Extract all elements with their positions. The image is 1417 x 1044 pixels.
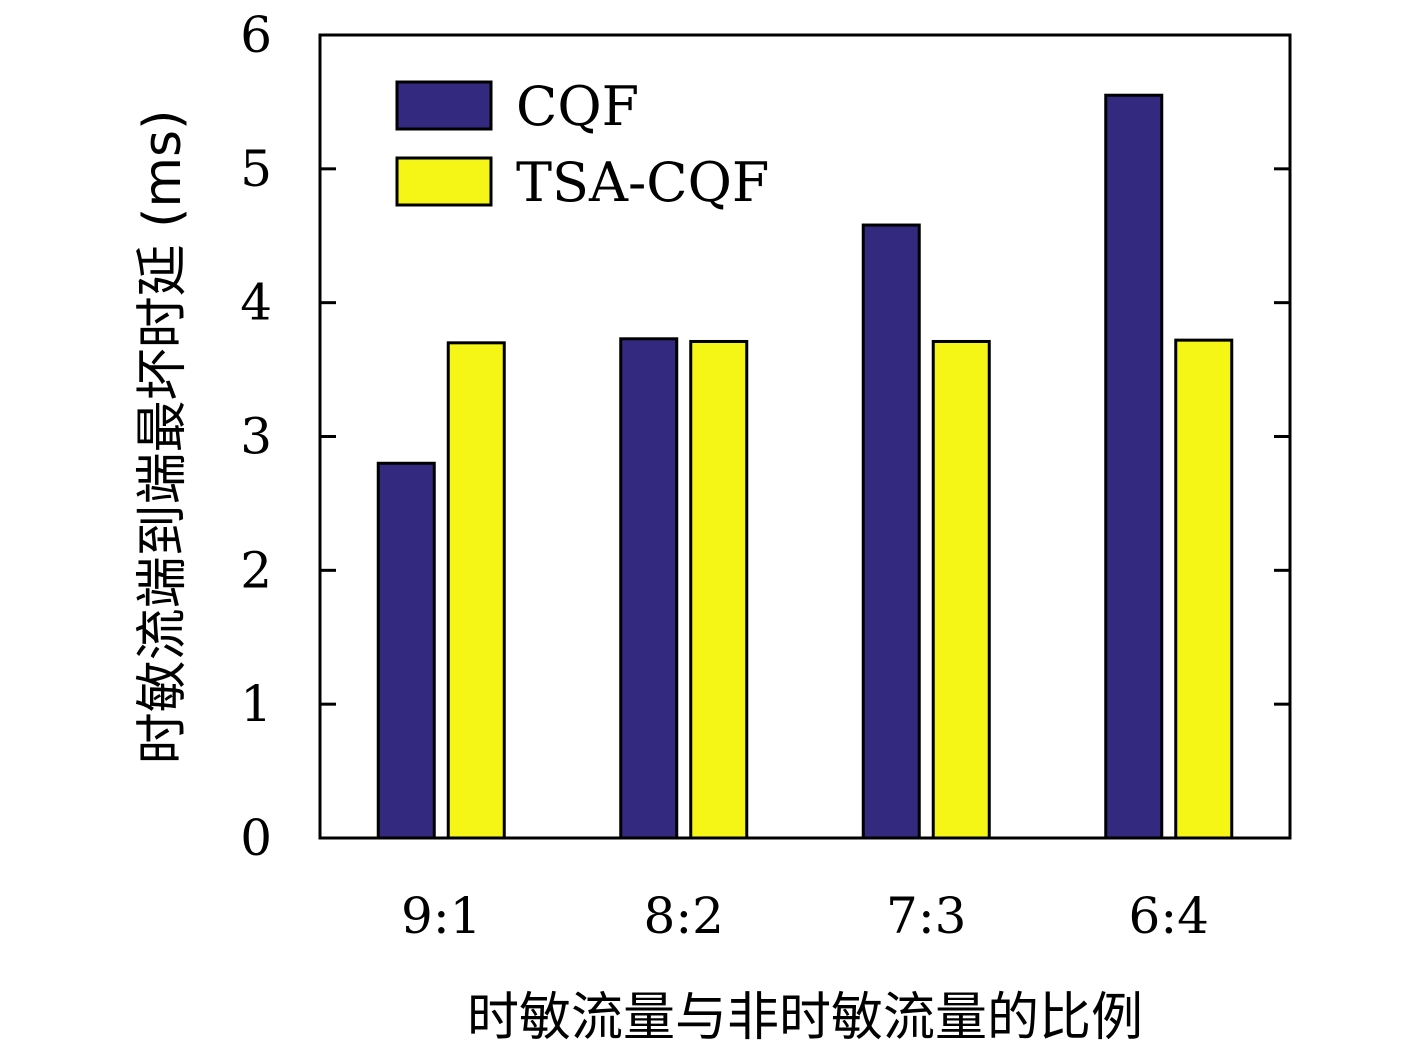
x-tick-label-9-1: 9:1 xyxy=(401,887,481,945)
bars-layer xyxy=(376,93,1234,840)
legend-label-tsa-cqf: TSA-CQF xyxy=(516,151,769,214)
x-tick-label-7-3: 7:3 xyxy=(886,887,966,945)
y-tick-label-6: 6 xyxy=(240,6,272,64)
bar-tsa-cqf-7-3 xyxy=(931,339,991,840)
x-tick-label-8-2: 8:2 xyxy=(644,887,724,945)
x-axis-title: 时敏流量与非时敏流量的比例 xyxy=(467,988,1143,1044)
y-axis-title: 时敏流端到端最坏时延 (ms) xyxy=(133,110,193,765)
y-tick-label-1: 1 xyxy=(240,675,272,733)
legend: CQF TSA-CQF xyxy=(395,75,769,214)
bar-tsa-cqf-6-4 xyxy=(1174,338,1234,840)
bar-tsa-cqf-8-2 xyxy=(689,339,749,840)
bar-cqf-9-1 xyxy=(376,461,436,840)
legend-label-cqf: CQF xyxy=(516,75,639,138)
y-tick-label-4: 4 xyxy=(240,274,272,332)
x-tick-label-6-4: 6:4 xyxy=(1129,887,1209,945)
ticks-layer: 9:1 8:2 7:3 6:4 0 1 2 3 4 5 6 xyxy=(240,6,1290,945)
y-tick-label-2: 2 xyxy=(240,541,272,599)
legend-swatch-cqf xyxy=(395,80,493,131)
legend-swatch-tsa-cqf xyxy=(395,156,493,207)
bar-cqf-8-2 xyxy=(619,337,679,840)
bar-cqf-7-3 xyxy=(861,223,921,840)
y-tick-label-0: 0 xyxy=(240,809,272,867)
bar-cqf-6-4 xyxy=(1104,93,1164,840)
y-tick-label-5: 5 xyxy=(240,140,272,198)
bar-tsa-cqf-9-1 xyxy=(446,341,506,840)
y-tick-label-3: 3 xyxy=(240,408,272,466)
